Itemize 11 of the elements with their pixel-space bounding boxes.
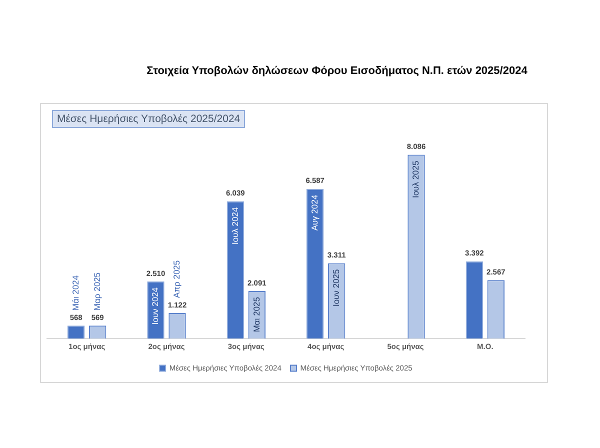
annotation: Ιουν 2025 [330,269,341,307]
annotation: Μαι 2025 [251,296,262,332]
annotation: Μάι 2024 [70,275,80,311]
annotation: Ιουλ 2025 [410,160,421,198]
annotation: Αυγ 2024 [309,194,320,231]
annotation: Ιουλ 2024 [230,207,240,245]
annotation: Μαρ 2025 [92,272,102,311]
chart-title: Στοιχεία Υποβολών δηλώσεων Φόρου Εισοδήματος Ν.Π. ετών 2025/2024 [146,65,528,77]
annotation: Απρ 2025 [172,260,182,298]
annotation: Ιουν 2024 [150,287,160,325]
chart-subtitle: Μέσες Ημερήσιες Υποβολές 2025/2024 [52,110,246,128]
